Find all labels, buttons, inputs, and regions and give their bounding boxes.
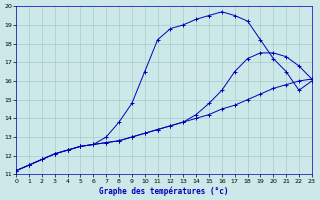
- X-axis label: Graphe des températures (°c): Graphe des températures (°c): [99, 186, 229, 196]
